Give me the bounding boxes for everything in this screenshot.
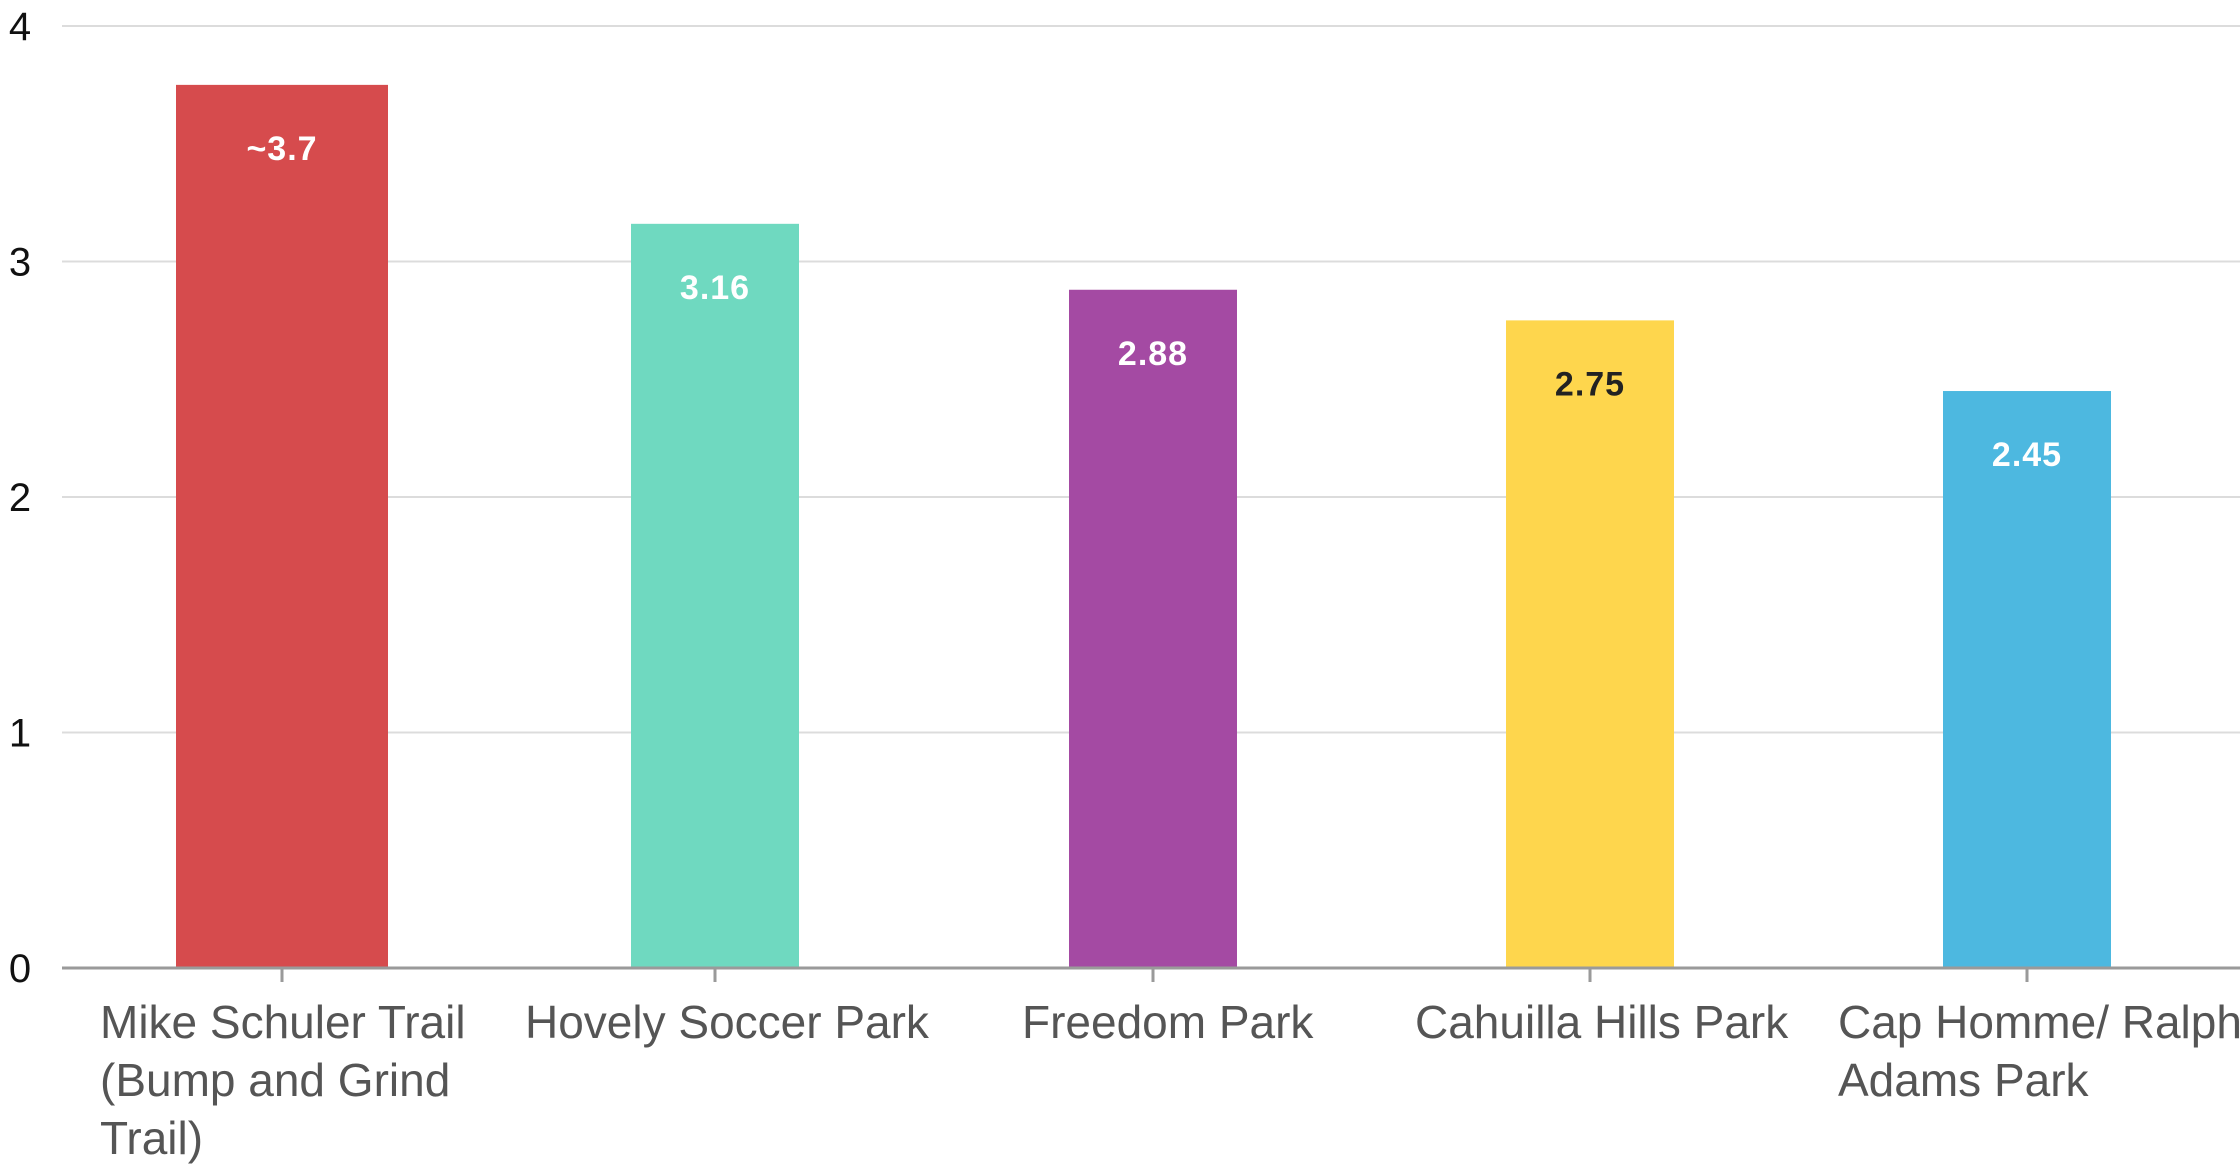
x-axis: [62, 966, 2240, 982]
y-tick-label: 4: [9, 5, 31, 49]
data-labels: ~3.7 3.16 2.88 2.75 2.45: [246, 130, 2062, 474]
category-label: Hovely Soccer Park: [525, 996, 930, 1048]
category-label: Mike Schuler Trail (Bump and Grind Trail): [100, 996, 466, 1164]
category-label-line: Mike Schuler Trail: [100, 996, 466, 1048]
category-label-line: Freedom Park: [1022, 996, 1314, 1048]
y-axis-tick-labels: 0 1 2 3 4: [9, 5, 31, 991]
category-label: Freedom Park: [1022, 996, 1314, 1048]
category-label: Cap Homme/ Ralph Adams Park: [1838, 996, 2240, 1106]
y-tick-label: 1: [9, 712, 31, 756]
category-labels: Mike Schuler Trail (Bump and Grind Trail) H…: [100, 996, 2240, 1164]
bar: [1943, 391, 2111, 968]
bar: [176, 84, 388, 968]
data-label: 2.75: [1555, 365, 1625, 403]
y-tick-label: 3: [9, 241, 31, 285]
bar: [631, 223, 799, 968]
bars: [176, 84, 2111, 968]
category-label-line: (Bump and Grind: [100, 1054, 450, 1106]
category-label-line: Trail): [100, 1112, 203, 1164]
category-label-line: Adams Park: [1838, 1054, 2090, 1106]
y-tick-label: 2: [9, 476, 31, 520]
category-label-line: Cap Homme/ Ralph: [1838, 996, 2240, 1048]
data-label: 2.45: [1992, 436, 2062, 474]
bar: [1506, 320, 1674, 968]
data-label: ~3.7: [246, 130, 317, 168]
category-label: Cahuilla Hills Park: [1415, 996, 1789, 1048]
data-label: 3.16: [680, 269, 750, 307]
y-tick-label: 0: [9, 947, 31, 991]
category-label-line: Hovely Soccer Park: [525, 996, 930, 1048]
bar: [1069, 289, 1237, 968]
category-label-line: Cahuilla Hills Park: [1415, 996, 1789, 1048]
data-label: 2.88: [1118, 335, 1188, 373]
